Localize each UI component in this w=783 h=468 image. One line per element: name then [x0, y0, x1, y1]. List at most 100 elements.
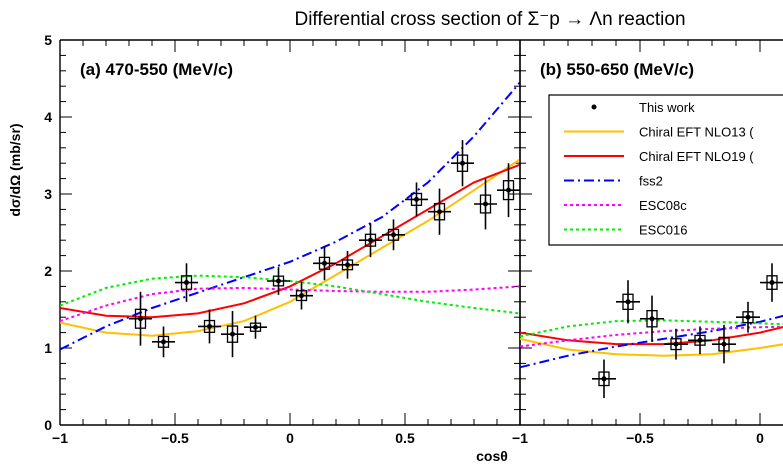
panel-b: −1 −0.5 0 (b) 550-650 (MeV/c): [512, 39, 783, 446]
systematic-box: [387, 228, 400, 241]
systematic-box: [157, 335, 170, 348]
x-tick-label: 0.5: [395, 430, 415, 446]
systematic-box: [203, 319, 216, 334]
systematic-box: [410, 192, 423, 206]
data-marker: [391, 232, 396, 238]
systematic-box: [718, 336, 730, 352]
data-marker: [368, 237, 373, 243]
y-tick-label: 4: [44, 109, 52, 125]
data-marker: [207, 323, 212, 329]
data-point: [405, 182, 428, 217]
systematic-box: [433, 202, 446, 221]
data-point: [712, 324, 736, 364]
data-point: [688, 326, 712, 355]
data-marker: [414, 196, 419, 202]
systematic-box: [295, 290, 308, 302]
data-point: [313, 246, 336, 281]
systematic-box: [742, 311, 754, 324]
systematic-box: [272, 275, 285, 287]
series-line-fss2: [60, 81, 520, 351]
data-point: [382, 219, 405, 251]
data-point: [640, 295, 664, 342]
y-axis-label: dσ/dΩ (mb/sr): [7, 123, 23, 216]
systematic-box: [766, 275, 778, 290]
data-point: [736, 301, 760, 333]
systematic-box: [364, 233, 377, 247]
data-marker: [721, 341, 727, 347]
data-point: [175, 263, 198, 302]
x-tick-label: −1: [52, 430, 68, 446]
data-point: [198, 309, 221, 344]
data-point: [221, 311, 244, 358]
systematic-box: [318, 256, 331, 270]
systematic-box: [456, 154, 469, 172]
data-point: [592, 359, 616, 399]
panel-a: −1 −0.5 0 0.5 0 1 2 3 4 5 (a) 470-550 (MeV/c): [44, 32, 521, 446]
data-marker: [625, 299, 631, 305]
data-point: [664, 328, 688, 360]
legend-label: ESC08c: [639, 198, 687, 213]
legend-label: This work: [639, 100, 695, 115]
y-tick-label: 5: [44, 32, 52, 48]
systematic-box: [670, 338, 682, 351]
data-marker: [673, 341, 679, 347]
series-line-chiral-eft-nlo13: [520, 337, 783, 357]
data-marker: [697, 337, 703, 343]
plot-area: [520, 263, 783, 399]
data-point: [760, 263, 783, 302]
series-line-esc08c: [520, 325, 783, 348]
figure-title: Differential cross section of Σ⁻p → Λn r…: [294, 9, 685, 30]
data-point: [428, 188, 451, 235]
legend-label: ESC016: [639, 223, 687, 238]
x-tick-label: 0: [286, 430, 294, 446]
series-line-fss2: [520, 314, 783, 369]
legend-label: Chiral EFT NLO19 (: [639, 149, 754, 164]
systematic-box: [226, 325, 239, 343]
series-line-esc016: [520, 319, 783, 338]
y-tick-label: 1: [44, 340, 52, 356]
y-tick-label: 0: [44, 417, 52, 433]
panel-label: (b) 550-650 (MeV/c): [540, 60, 694, 79]
data-point: [290, 281, 313, 310]
data-marker: [506, 187, 511, 193]
data-point: [451, 140, 474, 187]
data-marker: [322, 260, 327, 266]
data-marker: [230, 331, 235, 337]
y-tick-label: 2: [44, 263, 52, 279]
data-marker: [345, 262, 350, 268]
systematic-box: [598, 371, 610, 387]
data-marker: [649, 316, 655, 322]
data-marker: [437, 209, 442, 215]
systematic-box: [622, 293, 634, 310]
series-line-chiral-eft-nlo13: [60, 158, 520, 337]
legend: This work Chiral EFT NLO13 (Chiral EFT NL…: [548, 94, 783, 246]
data-point: [244, 315, 267, 339]
systematic-box: [479, 194, 492, 214]
data-marker: [601, 376, 607, 382]
data-marker: [138, 316, 143, 322]
y-tick-label: 3: [44, 186, 52, 202]
x-tick-label: −1: [512, 430, 528, 446]
data-marker: [276, 278, 281, 284]
x-tick-label: 0: [756, 430, 764, 446]
data-point: [497, 163, 520, 218]
data-point: [474, 178, 497, 230]
systematic-box: [341, 259, 354, 271]
series-line-esc08c: [60, 285, 520, 323]
series-line-chiral-eft-nlo19: [60, 163, 520, 319]
data-marker: [253, 324, 258, 330]
data-point: [152, 326, 175, 358]
data-marker: [460, 160, 465, 166]
systematic-box: [646, 310, 658, 328]
systematic-box: [249, 322, 262, 332]
x-tick-label: −0.5: [161, 430, 189, 446]
data-point: [129, 291, 152, 346]
data-marker: [184, 280, 189, 286]
data-marker: [299, 293, 304, 299]
data-point: [359, 223, 382, 258]
data-point: [267, 267, 290, 295]
systematic-box: [134, 308, 147, 329]
legend-box: [548, 94, 783, 246]
plot-area: [60, 81, 520, 358]
